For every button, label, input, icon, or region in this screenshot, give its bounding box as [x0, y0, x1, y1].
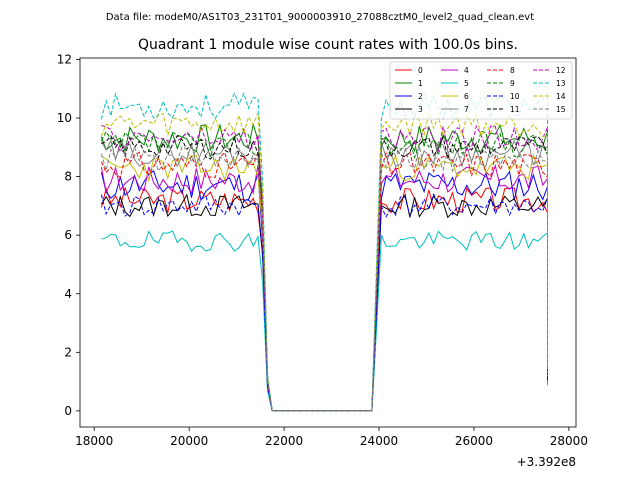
legend-label: 9 — [510, 79, 515, 88]
series-line-7 — [100, 139, 548, 412]
x-tick-label: 20000 — [170, 434, 208, 448]
x-tick-label: 28000 — [550, 434, 588, 448]
legend-label: 4 — [464, 66, 469, 75]
legend-label: 5 — [464, 79, 469, 88]
series-line-10 — [100, 193, 548, 412]
x-tick-label: 24000 — [360, 434, 398, 448]
axes-frame — [79, 57, 577, 428]
series-line-6 — [101, 153, 548, 412]
legend-label: 13 — [556, 79, 566, 88]
legend-label: 2 — [418, 92, 423, 101]
y-tick-label: 12 — [57, 52, 72, 66]
series-line-12 — [101, 124, 548, 412]
y-tick-label: 10 — [57, 111, 72, 125]
legend-label: 14 — [556, 92, 566, 101]
y-tick-label: 0 — [64, 404, 72, 418]
series-line-8 — [100, 151, 548, 412]
series-line-1 — [100, 123, 548, 412]
y-tick-label: 8 — [64, 170, 72, 184]
legend-label: 11 — [510, 105, 520, 114]
x-tick-label: 26000 — [455, 434, 493, 448]
series-line-15 — [100, 145, 548, 412]
legend-label: 15 — [556, 105, 566, 114]
legend-label: 0 — [418, 66, 423, 75]
series-line-5 — [101, 230, 548, 412]
legend-label: 10 — [510, 92, 520, 101]
legend-label: 12 — [556, 66, 566, 75]
legend-label: 6 — [464, 92, 469, 101]
chart-title: Quadrant 1 module wise count rates with … — [138, 37, 518, 53]
x-offset-label: +3.392e8 — [517, 455, 576, 469]
legend-label: 8 — [510, 66, 515, 75]
legend-label: 1 — [418, 79, 423, 88]
y-tick-label: 2 — [64, 345, 72, 359]
y-tick-label: 4 — [64, 287, 72, 301]
y-tick-label: 6 — [64, 228, 72, 242]
series-line-3 — [100, 193, 548, 412]
x-tick-label: 18000 — [75, 434, 113, 448]
plot-area — [100, 91, 548, 412]
series-line-4 — [100, 163, 548, 412]
legend-box — [389, 61, 573, 120]
legend-label: 3 — [418, 105, 423, 114]
series-line-0 — [100, 186, 548, 412]
data-file-label: Data file: modeM0/AS1T03_231T01_90000039… — [106, 12, 534, 23]
x-tick-label: 22000 — [265, 434, 303, 448]
legend-label: 7 — [464, 105, 469, 114]
